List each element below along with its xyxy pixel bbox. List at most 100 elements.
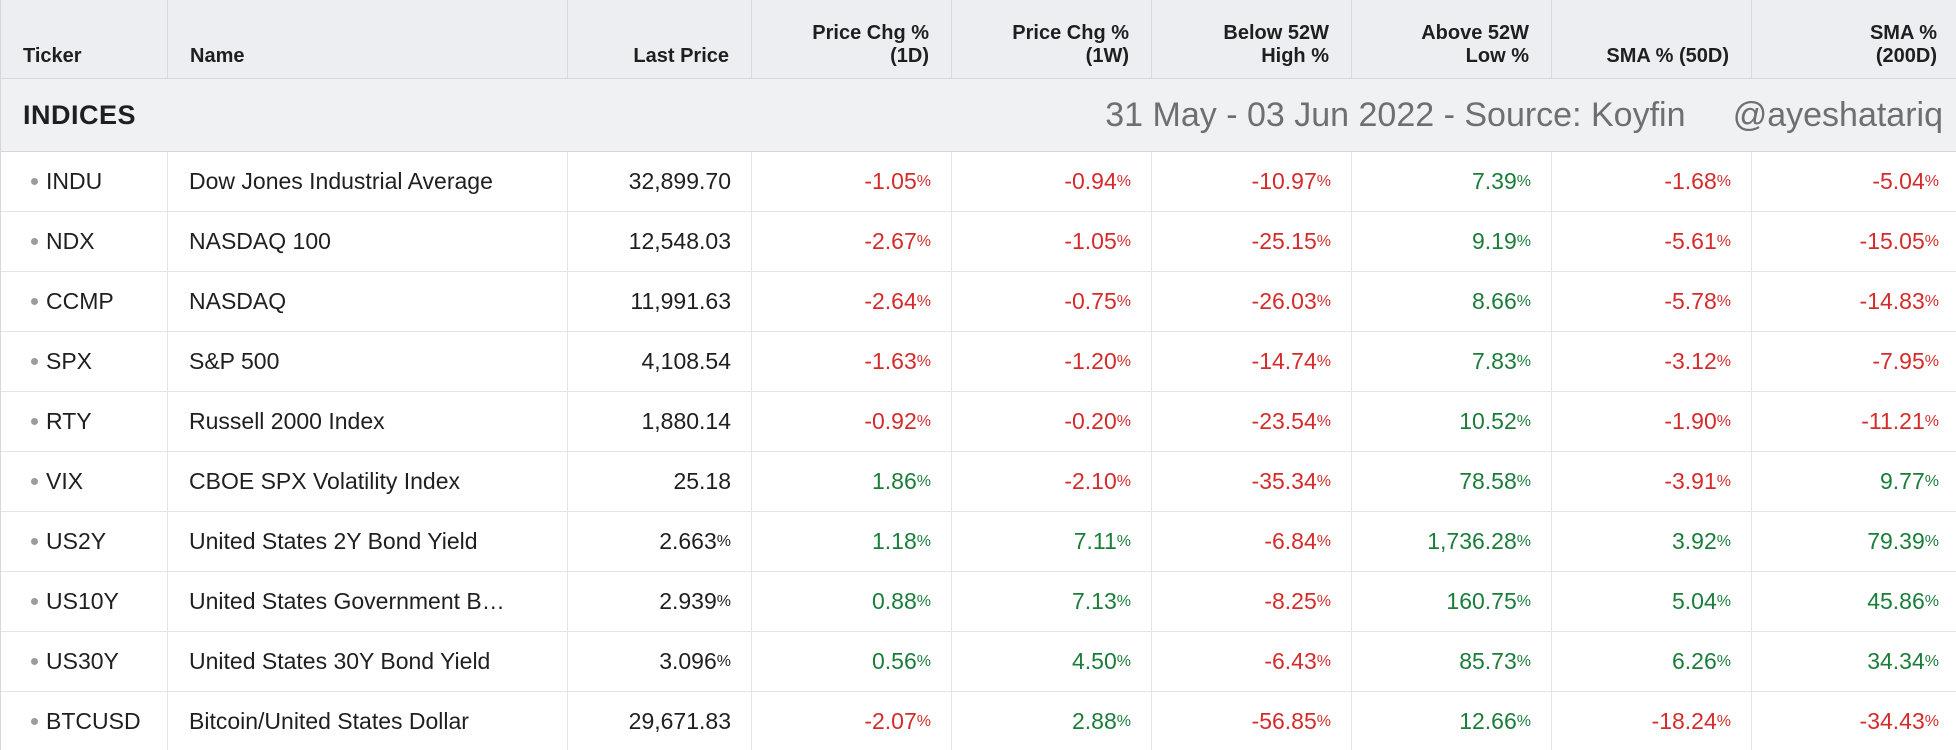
cell-above-52w-low: 85.73% bbox=[1352, 632, 1552, 691]
cell-above-52w-low: 7.83% bbox=[1352, 332, 1552, 391]
column-header-label-line1: Price Chg % bbox=[812, 22, 929, 44]
column-header-label-line2: (1W) bbox=[1085, 45, 1129, 67]
cell-sma-200d: -34.43% bbox=[1752, 692, 1956, 750]
cell-price-chg-1d: 1.18% bbox=[752, 512, 952, 571]
percent-sign: % bbox=[1316, 472, 1331, 490]
cell-ticker[interactable]: SPX bbox=[1, 332, 168, 391]
above-52w-low-value: 12.66 bbox=[1459, 708, 1517, 734]
percent-sign: % bbox=[1716, 412, 1731, 430]
cell-price-chg-1d: -0.92% bbox=[752, 392, 952, 451]
percent-sign: % bbox=[1924, 292, 1939, 310]
table-row[interactable]: BTCUSD Bitcoin/United States Dollar 29,671… bbox=[1, 692, 1956, 750]
table-header: Ticker Name Last Price Price Chg % (1D) … bbox=[1, 0, 1956, 79]
cell-below-52w-high: -6.84% bbox=[1152, 512, 1352, 571]
column-header-sma-200d[interactable]: SMA % (200D) bbox=[1752, 0, 1956, 78]
price-chg-1d-value: -1.05 bbox=[864, 168, 917, 194]
percent-sign: % bbox=[1116, 412, 1131, 430]
percent-sign: % bbox=[1316, 712, 1331, 730]
column-header-label-line1: Price Chg % bbox=[1012, 22, 1129, 44]
bullet-icon bbox=[31, 598, 38, 605]
cell-price-chg-1w: 7.13% bbox=[952, 572, 1152, 631]
percent-sign: % bbox=[1516, 472, 1531, 490]
last-price-value: 2.663 bbox=[659, 528, 717, 554]
last-price-value: 29,671.83 bbox=[628, 708, 731, 734]
table-row[interactable]: US2Y United States 2Y Bond Yield 2.663% 1.1… bbox=[1, 512, 1956, 572]
last-price-value: 12,548.03 bbox=[628, 228, 731, 254]
sma-50d-value: 6.26 bbox=[1672, 648, 1717, 674]
ticker-symbol: SPX bbox=[46, 348, 93, 374]
below-52w-high-value: -6.84 bbox=[1264, 528, 1317, 554]
percent-sign: % bbox=[1316, 172, 1331, 190]
instrument-name: S&P 500 bbox=[189, 348, 280, 374]
below-52w-high-value: -10.97 bbox=[1251, 168, 1317, 194]
cell-below-52w-high: -25.15% bbox=[1152, 212, 1352, 271]
column-header-price-chg-1d[interactable]: Price Chg % (1D) bbox=[752, 0, 952, 78]
above-52w-low-value: 7.39 bbox=[1472, 168, 1517, 194]
cell-sma-200d: -5.04% bbox=[1752, 152, 1956, 211]
cell-ticker[interactable]: RTY bbox=[1, 392, 168, 451]
price-chg-1d-value: -2.67 bbox=[864, 228, 917, 254]
bullet-icon bbox=[31, 478, 38, 485]
instrument-name: United States Government B… bbox=[189, 588, 505, 614]
cell-ticker[interactable]: US10Y bbox=[1, 572, 168, 631]
table-row[interactable]: RTY Russell 2000 Index 1,880.14 -0.92% -0.20… bbox=[1, 392, 1956, 452]
table-row[interactable]: INDU Dow Jones Industrial Average 32,899.7… bbox=[1, 152, 1956, 212]
column-header-name[interactable]: Name bbox=[168, 0, 568, 78]
above-52w-low-value: 85.73 bbox=[1459, 648, 1517, 674]
cell-ticker[interactable]: CCMP bbox=[1, 272, 168, 331]
column-header-label: Ticker bbox=[23, 45, 82, 67]
cell-above-52w-low: 78.58% bbox=[1352, 452, 1552, 511]
percent-sign: % bbox=[916, 412, 931, 430]
percent-sign: % bbox=[916, 532, 931, 550]
table-row[interactable]: SPX S&P 500 4,108.54 -1.63% -1.20% -14.74% 7.8… bbox=[1, 332, 1956, 392]
percent-sign: % bbox=[916, 232, 931, 250]
percent-sign: % bbox=[1116, 472, 1131, 490]
column-header-last-price[interactable]: Last Price bbox=[568, 0, 752, 78]
cell-ticker[interactable]: VIX bbox=[1, 452, 168, 511]
column-header-price-chg-1w[interactable]: Price Chg % (1W) bbox=[952, 0, 1152, 78]
sma-50d-value: -5.61 bbox=[1664, 228, 1717, 254]
cell-price-chg-1d: -2.64% bbox=[752, 272, 952, 331]
table-row[interactable]: CCMP NASDAQ 11,991.63 -2.64% -0.75% -26.03% 8.… bbox=[1, 272, 1956, 332]
cell-price-chg-1w: -0.75% bbox=[952, 272, 1152, 331]
column-header-above-52w-low[interactable]: Above 52W Low % bbox=[1352, 0, 1552, 78]
cell-price-chg-1d: 0.56% bbox=[752, 632, 952, 691]
table-row[interactable]: NDX NASDAQ 100 12,548.03 -2.67% -1.05% -25.15… bbox=[1, 212, 1956, 272]
percent-sign: % bbox=[1316, 352, 1331, 370]
table-row[interactable]: VIX CBOE SPX Volatility Index 25.18 1.86% -2… bbox=[1, 452, 1956, 512]
cell-ticker[interactable]: NDX bbox=[1, 212, 168, 271]
percent-sign: % bbox=[1716, 592, 1731, 610]
percent-sign: % bbox=[1316, 532, 1331, 550]
percent-sign: % bbox=[1716, 652, 1731, 670]
sma-200d-value: -7.95 bbox=[1872, 348, 1925, 374]
column-header-below-52w-high[interactable]: Below 52W High % bbox=[1152, 0, 1352, 78]
percent-sign: % bbox=[1924, 412, 1939, 430]
instrument-name: United States 2Y Bond Yield bbox=[189, 528, 478, 554]
percent-sign: % bbox=[1116, 232, 1131, 250]
column-header-ticker[interactable]: Ticker bbox=[1, 0, 168, 78]
percent-sign: % bbox=[1516, 592, 1531, 610]
cell-sma-200d: 45.86% bbox=[1752, 572, 1956, 631]
percent-sign: % bbox=[1316, 592, 1331, 610]
percent-sign: % bbox=[1924, 712, 1939, 730]
cell-ticker[interactable]: BTCUSD bbox=[1, 692, 168, 750]
table-row[interactable]: US10Y United States Government B… 2.939% 0.… bbox=[1, 572, 1956, 632]
cell-ticker[interactable]: INDU bbox=[1, 152, 168, 211]
last-price-value: 32,899.70 bbox=[628, 168, 731, 194]
above-52w-low-value: 78.58 bbox=[1459, 468, 1517, 494]
cell-last-price: 25.18 bbox=[568, 452, 752, 511]
below-52w-high-value: -6.43 bbox=[1264, 648, 1317, 674]
cell-sma-200d: -11.21% bbox=[1752, 392, 1956, 451]
cell-ticker[interactable]: US30Y bbox=[1, 632, 168, 691]
column-header-label-line1: Above 52W bbox=[1421, 22, 1529, 44]
group-row-indices[interactable]: INDICES 31 May - 03 Jun 2022 - Source: K… bbox=[1, 79, 1956, 152]
cell-sma-200d: -14.83% bbox=[1752, 272, 1956, 331]
cell-ticker[interactable]: US2Y bbox=[1, 512, 168, 571]
cell-price-chg-1d: -1.05% bbox=[752, 152, 952, 211]
bullet-icon bbox=[31, 178, 38, 185]
column-header-sma-50d[interactable]: SMA % (50D) bbox=[1552, 0, 1752, 78]
price-chg-1d-value: -1.63 bbox=[864, 348, 917, 374]
cell-above-52w-low: 12.66% bbox=[1352, 692, 1552, 750]
table-row[interactable]: US30Y United States 30Y Bond Yield 3.096% 0… bbox=[1, 632, 1956, 692]
